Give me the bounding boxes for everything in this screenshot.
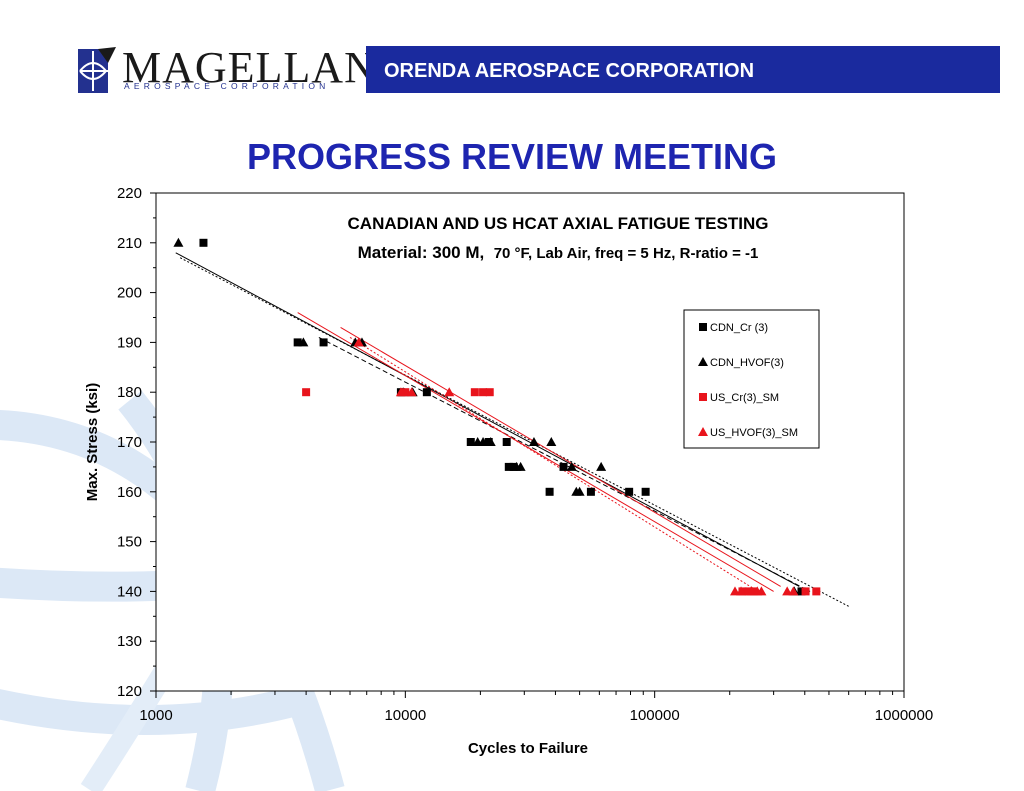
y-tick-label: 190 [117, 334, 142, 351]
trendline [340, 327, 781, 587]
data-point [504, 462, 513, 471]
data-point [788, 586, 799, 596]
series-3 [353, 337, 799, 596]
trendline [179, 257, 849, 607]
data-point [801, 587, 810, 596]
x-tick-label: 1000000 [875, 707, 933, 724]
legend-label: CDN_Cr (3) [710, 322, 768, 334]
legend-marker [699, 393, 707, 401]
trendline [349, 336, 759, 592]
y-tick-label: 130 [117, 633, 142, 650]
chart-subtitle: Material: 300 M, 70 °F, Lab Air, freq = … [358, 243, 759, 262]
data-point [528, 437, 539, 446]
data-point [559, 462, 568, 471]
legend-marker [699, 323, 707, 331]
data-point [515, 461, 526, 471]
x-tick-label: 1000 [139, 707, 172, 724]
data-point [401, 388, 410, 397]
y-tick-label: 140 [117, 583, 142, 600]
x-axis-label: Cycles to Failure [468, 740, 588, 757]
logo-wordmark: MAGELLAN [122, 43, 377, 92]
legend-marker [698, 357, 708, 366]
y-axis-label: Max. Stress (ksi) [84, 383, 101, 501]
company-banner-text: ORENDA AEROSPACE CORPORATION [384, 60, 755, 82]
globe-logo-icon [78, 47, 116, 93]
chart-subtitle-rest: 70 °F, Lab Air, freq = 5 Hz, R-ratio = -… [494, 245, 759, 262]
data-point [744, 587, 753, 596]
trendline [297, 312, 774, 592]
data-point [502, 438, 511, 446]
data-point [812, 587, 821, 596]
logo-subtext: AEROSPACE CORPORATION [124, 81, 330, 91]
data-point [546, 437, 557, 446]
x-tick-label: 100000 [630, 707, 680, 724]
data-point [625, 487, 634, 496]
data-point [470, 388, 479, 397]
data-point [574, 486, 585, 496]
data-point [319, 338, 328, 347]
magellan-logo: MAGELLAN AEROSPACE CORPORATION [78, 43, 376, 95]
data-point [756, 586, 767, 596]
data-point [302, 388, 311, 397]
legend-label: CDN_HVOF(3) [710, 357, 784, 369]
y-tick-label: 180 [117, 384, 142, 401]
data-point [353, 337, 364, 347]
data-point [596, 461, 607, 471]
trendline [175, 252, 800, 587]
y-tick-label: 210 [117, 235, 142, 252]
x-tick-label: 10000 [384, 707, 426, 724]
x-axis: 1000 10000 100000 1000000 [139, 691, 933, 724]
legend-label: US_Cr(3)_SM [710, 392, 779, 404]
legend-label: US_HVOF(3)_SM [710, 427, 798, 439]
page-title: PROGRESS REVIEW MEETING [246, 136, 778, 177]
data-point [797, 587, 806, 596]
data-point [545, 487, 554, 496]
data-point [422, 388, 431, 397]
y-tick-label: 220 [117, 185, 142, 202]
chart-title: CANADIAN AND US HCAT AXIAL FATIGUE TESTI… [348, 214, 769, 233]
company-banner: ORENDA AEROSPACE CORPORATION [366, 46, 1000, 93]
data-point [479, 388, 488, 397]
data-point [485, 437, 496, 446]
y-tick-label: 200 [117, 285, 142, 302]
data-point [173, 237, 184, 247]
data-point [641, 487, 650, 496]
legend: CDN_Cr (3) CDN_HVOF(3) US_Cr(3)_SM US_HVOF(… [683, 309, 820, 449]
y-tick-label: 120 [117, 683, 142, 700]
data-points [173, 237, 821, 596]
data-point [736, 586, 747, 596]
data-point [566, 461, 577, 471]
y-tick-label: 160 [117, 484, 142, 501]
y-tick-label: 150 [117, 534, 142, 551]
chart-subtitle-main: Material: 300 M, [358, 243, 485, 262]
trendlines [175, 252, 849, 607]
legend-box [683, 309, 820, 449]
y-axis: 120 130 140 150 160 170 180 190 200 210 220 [117, 185, 156, 700]
data-point [293, 338, 302, 347]
data-point [466, 438, 475, 446]
data-point [485, 388, 494, 397]
data-point [586, 487, 595, 496]
data-point [444, 387, 455, 397]
data-point [395, 387, 406, 397]
y-tick-label: 170 [117, 434, 142, 451]
data-point [406, 387, 417, 397]
data-point [478, 437, 489, 446]
data-point [298, 337, 309, 347]
legend-marker [698, 427, 708, 436]
data-point [199, 238, 208, 247]
